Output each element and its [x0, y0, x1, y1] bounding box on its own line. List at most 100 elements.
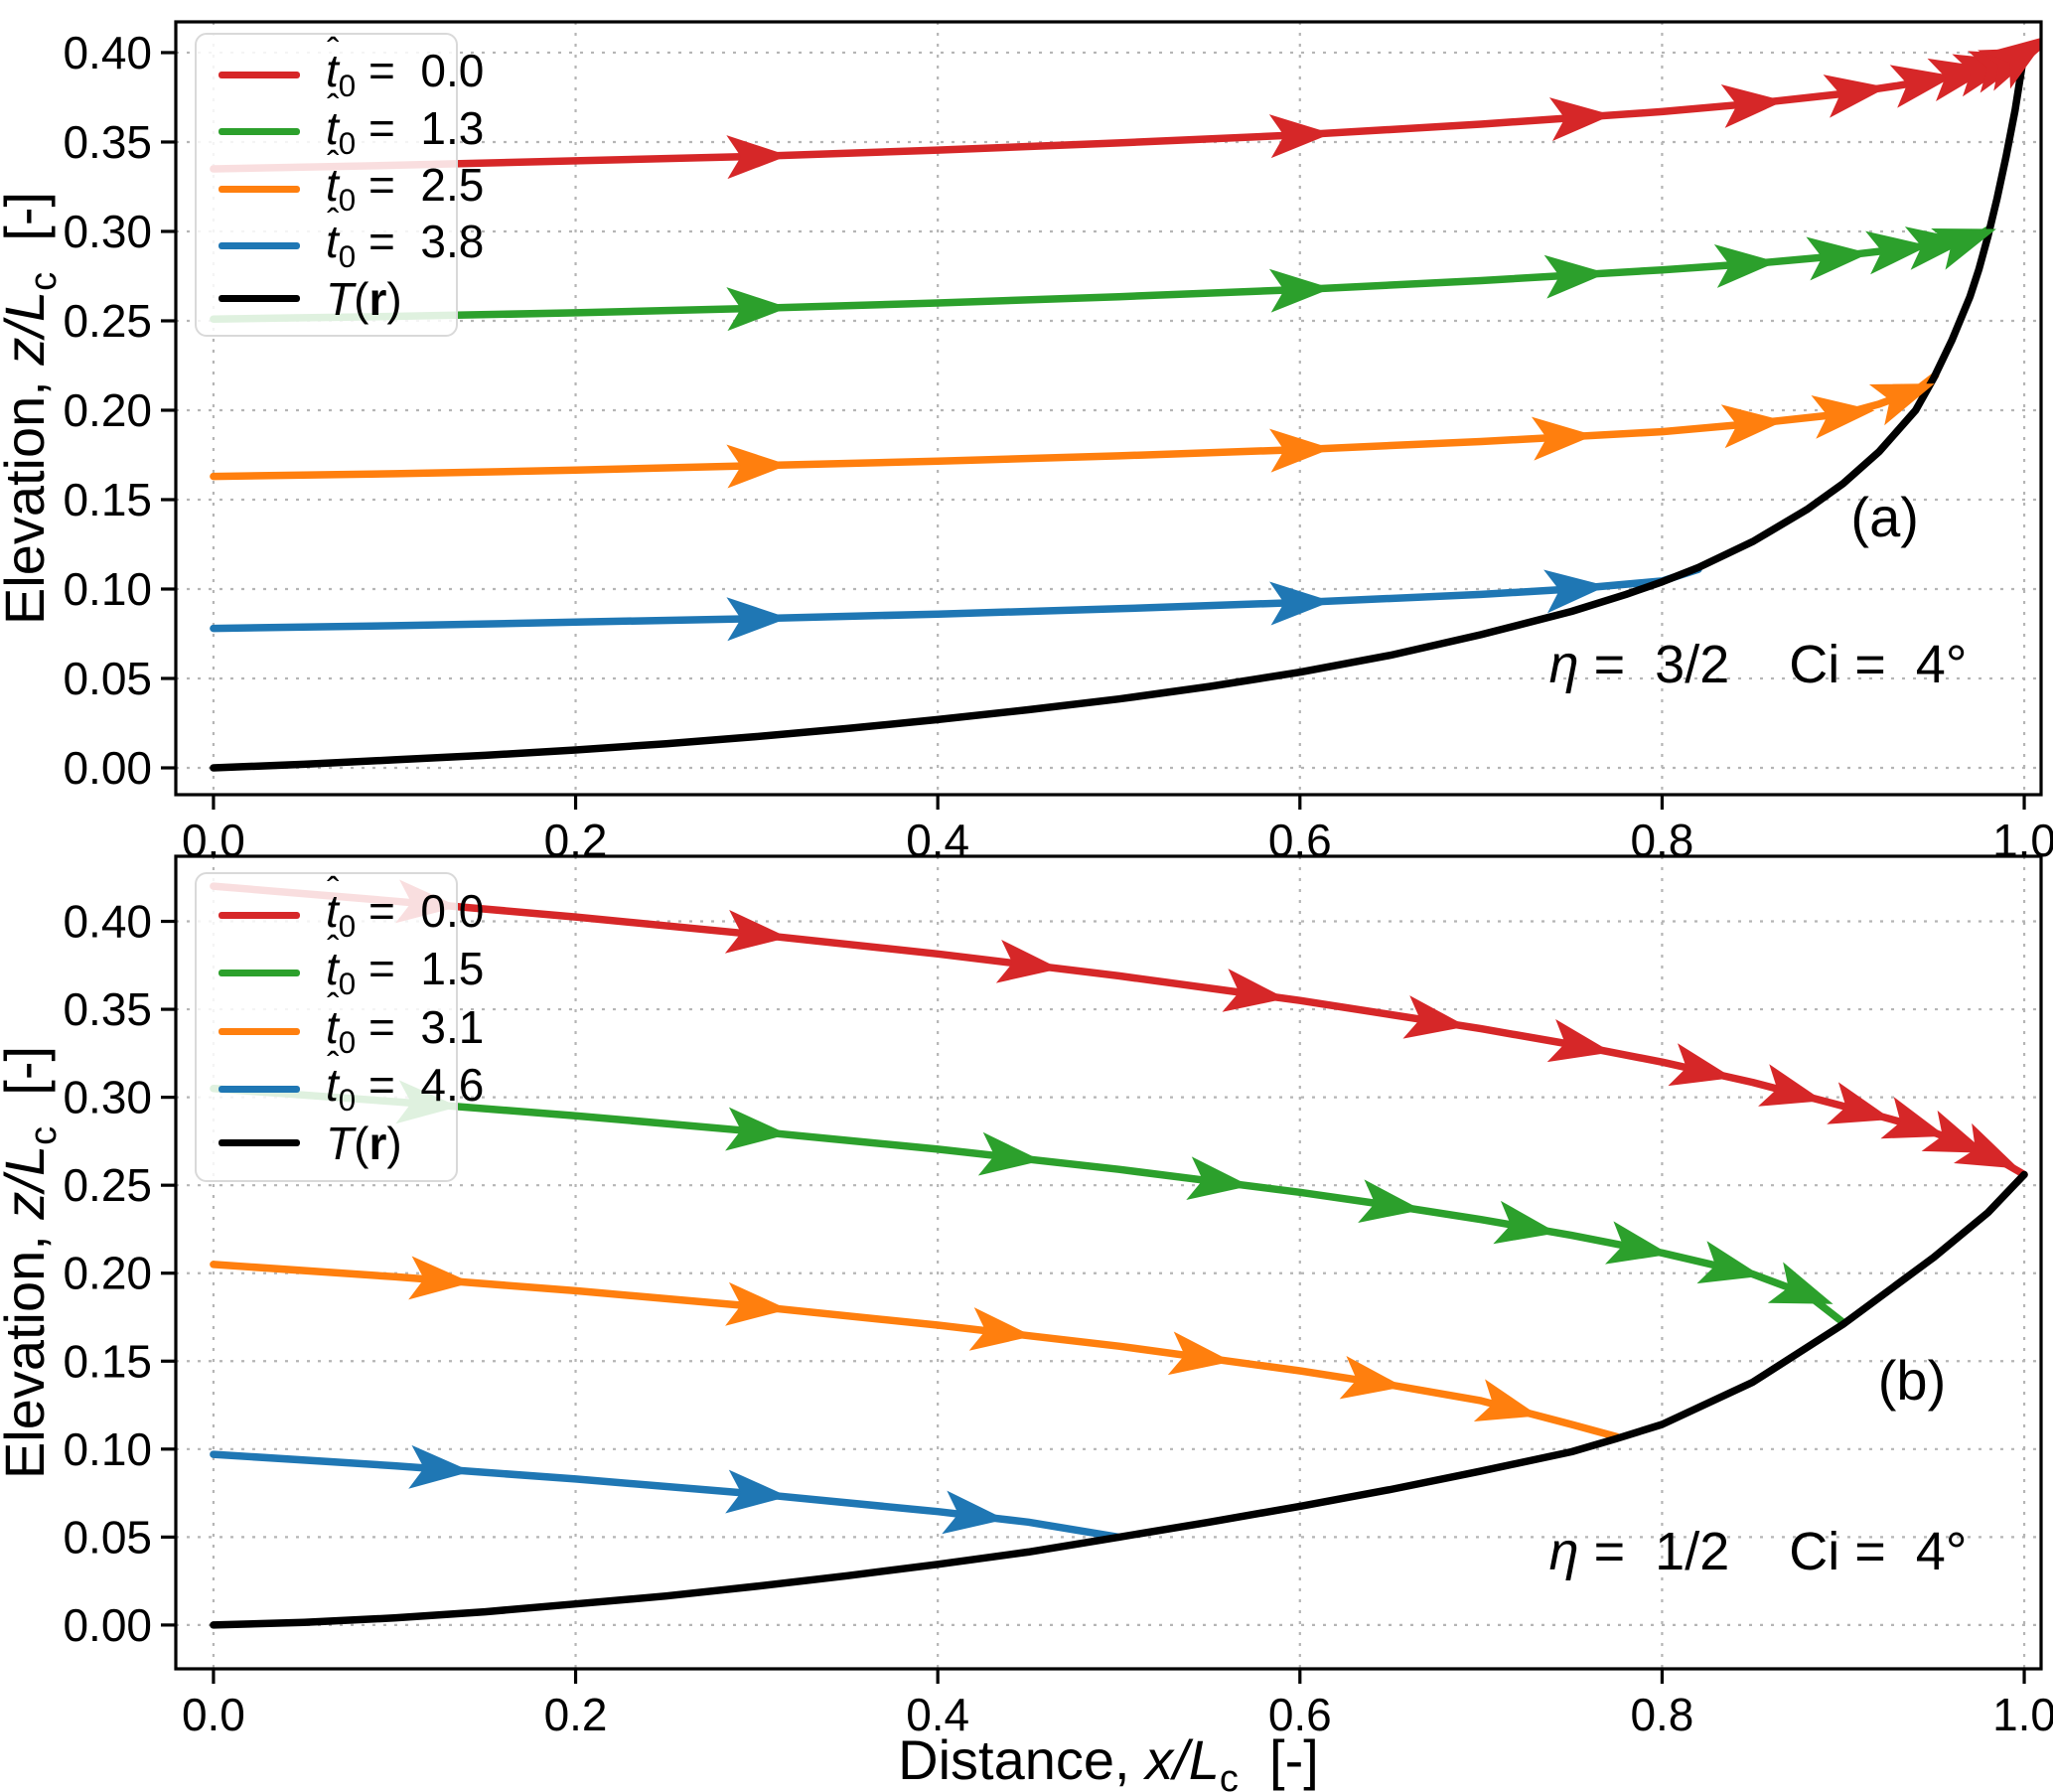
- arrowhead-trajectory-t0-1.5: [977, 1131, 1042, 1176]
- arrowhead-trajectory-t0-1.5: [1767, 1262, 1833, 1304]
- arrowhead-trajectory-t0-4.6: [408, 1444, 472, 1489]
- y-tick-label: 0.25: [63, 295, 152, 347]
- arrowhead-trajectory-t0-1.5: [725, 1107, 789, 1151]
- y-tick-label: 0.05: [63, 1511, 152, 1563]
- y-axis-label-panel-b: Elevation, z/Lc [-]: [0, 1045, 66, 1480]
- panel-label-a: (a): [1850, 485, 1919, 548]
- ci-symbol: Ci: [1789, 634, 1840, 694]
- trajectory-t0-2.5-panel-a: [210, 372, 1940, 481]
- annotation-panel-b: η = 1/2 Ci = 4°: [1548, 1521, 1968, 1581]
- legend-item-4: T(r): [197, 1120, 456, 1166]
- arrowhead-trajectory-t0-2.5: [1269, 428, 1332, 473]
- y-tick-label: 0.40: [63, 27, 152, 78]
- legend-line-sample: [219, 1139, 300, 1147]
- legend-line-sample: [219, 128, 300, 136]
- arrowhead-trajectory-t0-0.0: [995, 939, 1061, 983]
- arrowhead-trajectory-t0-3.1: [968, 1307, 1033, 1351]
- x-axis-label: Distance, x/Lc [-]: [898, 1727, 1319, 1792]
- x-tick-label: 0.4: [906, 1689, 969, 1740]
- x-tick-label: 0.2: [544, 1689, 608, 1740]
- arrowhead-trajectory-t0-1.3: [726, 287, 789, 332]
- topography-curve-panel-a: [210, 49, 2028, 772]
- y-tick-label: 0.10: [63, 563, 152, 615]
- y-tick-label: 0.00: [63, 742, 152, 794]
- legend-line-sample: [219, 241, 300, 249]
- arrowhead-trajectory-t0-2.5: [1811, 394, 1875, 439]
- eta-symbol: η: [1548, 1521, 1579, 1581]
- axes-spines-panel-b: [174, 854, 2043, 1671]
- arrowhead-trajectory-t0-3.8: [1543, 569, 1607, 614]
- arrowhead-trajectory-t0-0.0: [1720, 84, 1785, 128]
- topography-curve-panel-b: [210, 1170, 2028, 1629]
- arrowhead-trajectory-t0-1.5: [1493, 1200, 1558, 1245]
- arrowhead-trajectory-t0-0.0: [1268, 114, 1332, 159]
- arrowhead-trajectory-t0-0.0: [1402, 995, 1468, 1039]
- trajectory-t0-3.8-panel-a: [210, 565, 1702, 633]
- arrowhead-trajectory-t0-3.1: [1167, 1331, 1233, 1376]
- arrowhead-trajectory-t0-1.5: [1605, 1221, 1671, 1265]
- x-tick-label: 1.0: [1992, 1689, 2053, 1740]
- y-tick-label: 0.15: [63, 1335, 152, 1387]
- arrowhead-trajectory-t0-0.0: [1827, 1082, 1892, 1124]
- arrowhead-trajectory-t0-1.3: [1865, 230, 1930, 275]
- y-tick-label: 0.15: [63, 474, 152, 525]
- arrowhead-trajectory-t0-1.5: [1186, 1156, 1250, 1200]
- legend-item-4: T(r): [197, 276, 456, 322]
- arrowhead-trajectory-t0-3.1: [1473, 1379, 1540, 1421]
- arrowhead-trajectory-t0-1.3: [1713, 244, 1778, 288]
- y-tick-label: 0.30: [63, 1072, 152, 1123]
- arrowhead-trajectory-t0-0.0: [1985, 36, 2041, 89]
- arrowhead-trajectory-t0-1.3: [1268, 268, 1332, 313]
- legend-line-sample: [219, 970, 300, 977]
- trajectory-t0-0.0-panel-b: [210, 882, 2028, 1179]
- arrowhead-trajectory-t0-2.5: [1531, 416, 1595, 461]
- arrowhead-trajectory-t0-0.0: [724, 910, 789, 954]
- y-tick-label: 0.25: [63, 1159, 152, 1211]
- arrowhead-trajectory-t0-0.0: [1668, 1043, 1733, 1087]
- x-tick-label: 0.6: [1268, 1689, 1332, 1740]
- arrowhead-trajectory-t0-2.5: [1720, 404, 1785, 449]
- plot-area-panel-b: [176, 856, 2041, 1669]
- y-tick-label: 0.35: [63, 116, 152, 168]
- arrowhead-trajectory-t0-0.0: [1880, 1097, 1947, 1139]
- arrowhead-trajectory-t0-0.0: [726, 135, 789, 180]
- annotation-panel-a: η = 3/2 Ci = 4°: [1548, 634, 1968, 694]
- arrowhead-trajectory-t0-0.0: [1758, 1064, 1824, 1107]
- arrowhead-trajectory-t0-4.6: [725, 1469, 789, 1514]
- eta-symbol: η: [1548, 634, 1579, 694]
- arrowhead-trajectory-t0-0.0: [1548, 97, 1613, 142]
- arrowhead-trajectory-t0-3.1: [1339, 1355, 1404, 1400]
- x-tick-label: 0.8: [1630, 1689, 1693, 1740]
- arrowhead-trajectory-t0-2.5: [1868, 383, 1935, 426]
- y-tick-label: 0.40: [63, 896, 152, 948]
- trajectory-t0-1.5-panel-b: [210, 1085, 1847, 1327]
- arrowhead-trajectory-t0-4.6: [942, 1490, 1006, 1535]
- plot-area-panel-a: [176, 22, 2041, 795]
- arrowhead-trajectory-t0-1.3: [1931, 228, 1996, 270]
- arrowhead-trajectory-t0-3.1: [725, 1281, 789, 1326]
- y-tick-label: 0.05: [63, 653, 152, 704]
- y-tick-label: 0.10: [63, 1423, 152, 1475]
- arrowhead-trajectory-t0-1.3: [1806, 236, 1870, 281]
- arrowhead-trajectory-t0-1.5: [1358, 1179, 1422, 1223]
- arrowhead-trajectory-t0-0.0: [1921, 1110, 1987, 1153]
- trajectory-t0-4.6-panel-b: [210, 1450, 1123, 1542]
- arrowhead-trajectory-t0-0.0: [1546, 1018, 1612, 1063]
- legend-line-sample: [219, 185, 300, 193]
